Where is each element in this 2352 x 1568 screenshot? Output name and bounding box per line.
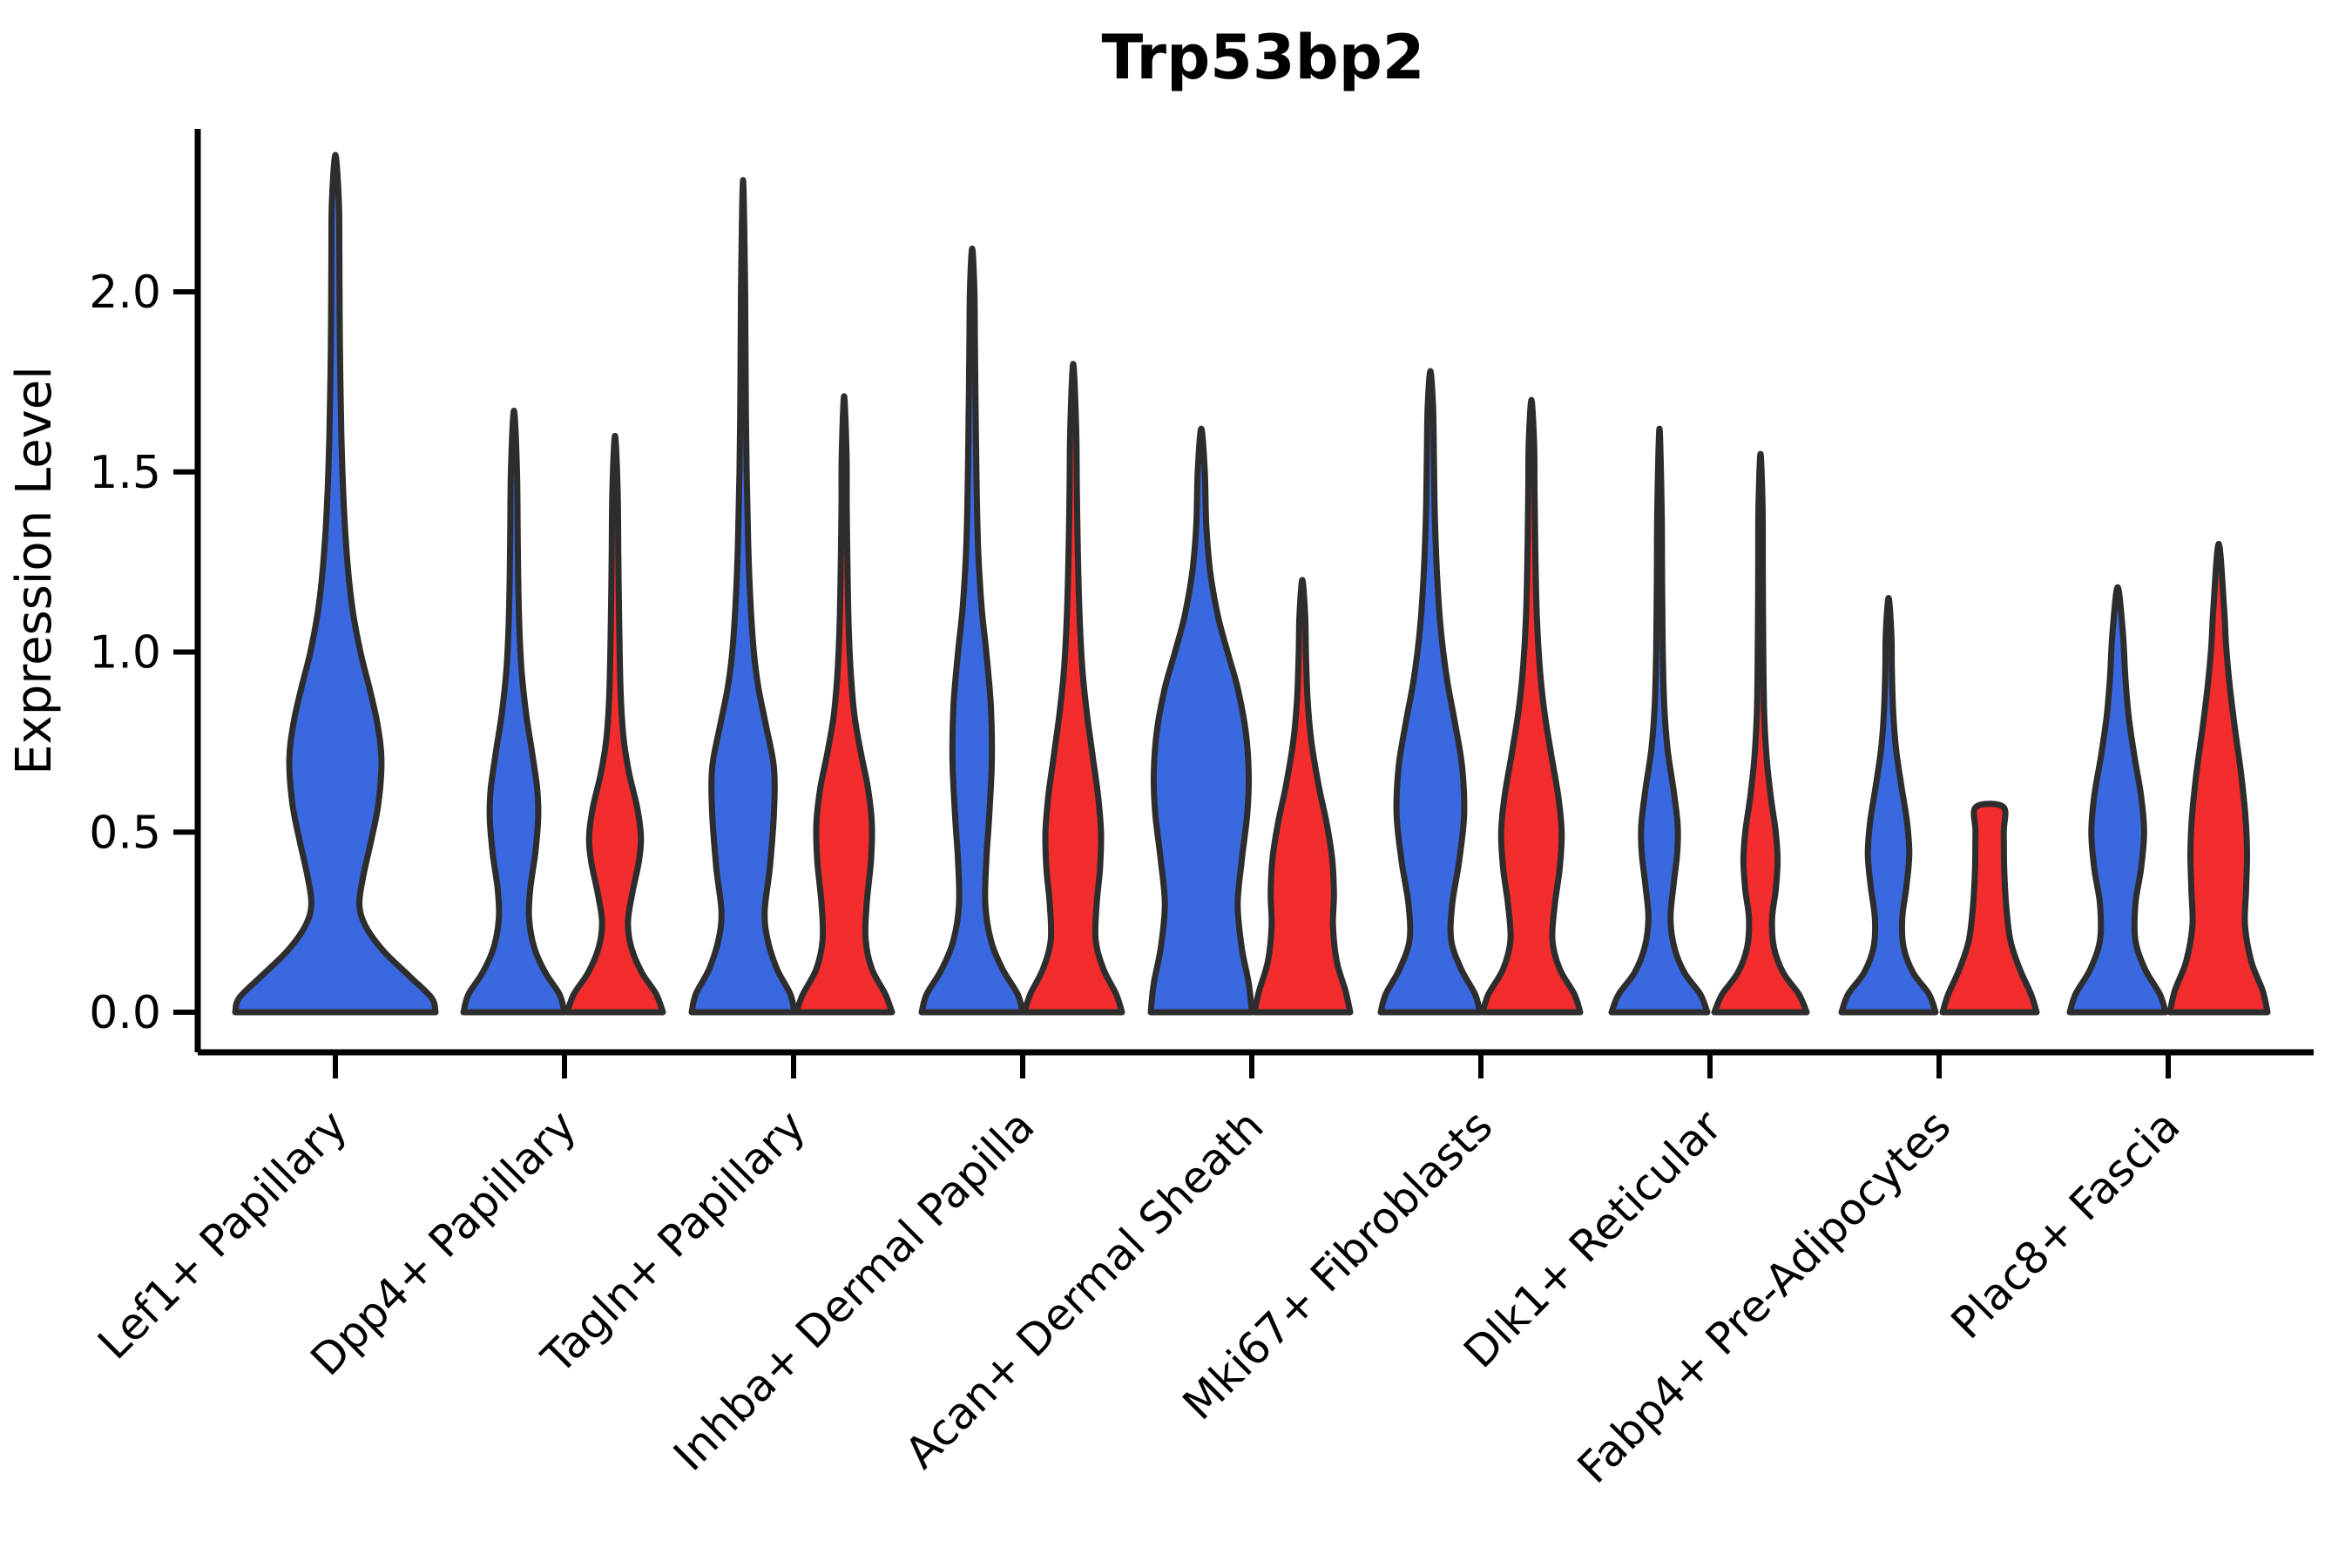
violins-layer <box>232 152 2271 1016</box>
y-tick-label: 0.5 <box>89 807 161 859</box>
y-tick-label: 1.5 <box>89 447 161 499</box>
violin-dpp4-papillary-blue <box>460 408 568 1016</box>
violin-plac8-fascia-red <box>2166 540 2271 1016</box>
violin-tagln-papillary-red <box>793 393 896 1016</box>
y-tick-label: 0.0 <box>89 987 161 1039</box>
chart-title: Trp53bp2 <box>1101 22 1424 93</box>
violin-acan-dermal-sheath-red <box>1251 577 1354 1016</box>
violin-inhba-dermal-papilla-red <box>1021 361 1125 1016</box>
violin-lef1-papillary-blue <box>232 152 439 1016</box>
violin-mki67-fibroblasts-red <box>1479 396 1584 1016</box>
violin-mki67-fibroblasts-blue <box>1377 368 1484 1016</box>
violin-dlk1-reticular-blue <box>1608 425 1711 1016</box>
x-tick-label: Plac8+ Fascia <box>1942 1100 2190 1348</box>
x-tick-label: Fabp4+ Pre-Adipocytes <box>1568 1100 1961 1493</box>
violin-inhba-dermal-papilla-blue <box>918 245 1026 1016</box>
violin-fabp4-pre-adipocytes-blue <box>1838 595 1939 1016</box>
x-tick-label: Lef1+ Papillary <box>88 1100 356 1369</box>
violin-plac8-fascia-blue <box>2066 584 2169 1016</box>
y-tick-label: 2.0 <box>89 267 161 319</box>
y-axis-label: Expression Level <box>6 366 63 775</box>
violin-fabp4-pre-adipocytes-red <box>1939 801 2040 1016</box>
violin-acan-dermal-sheath-blue <box>1147 425 1255 1016</box>
y-tick-label: 1.0 <box>89 627 161 679</box>
violin-dpp4-papillary-red <box>564 432 666 1016</box>
violin-tagln-papillary-blue <box>688 177 798 1016</box>
violin-dlk1-reticular-red <box>1711 450 1810 1016</box>
